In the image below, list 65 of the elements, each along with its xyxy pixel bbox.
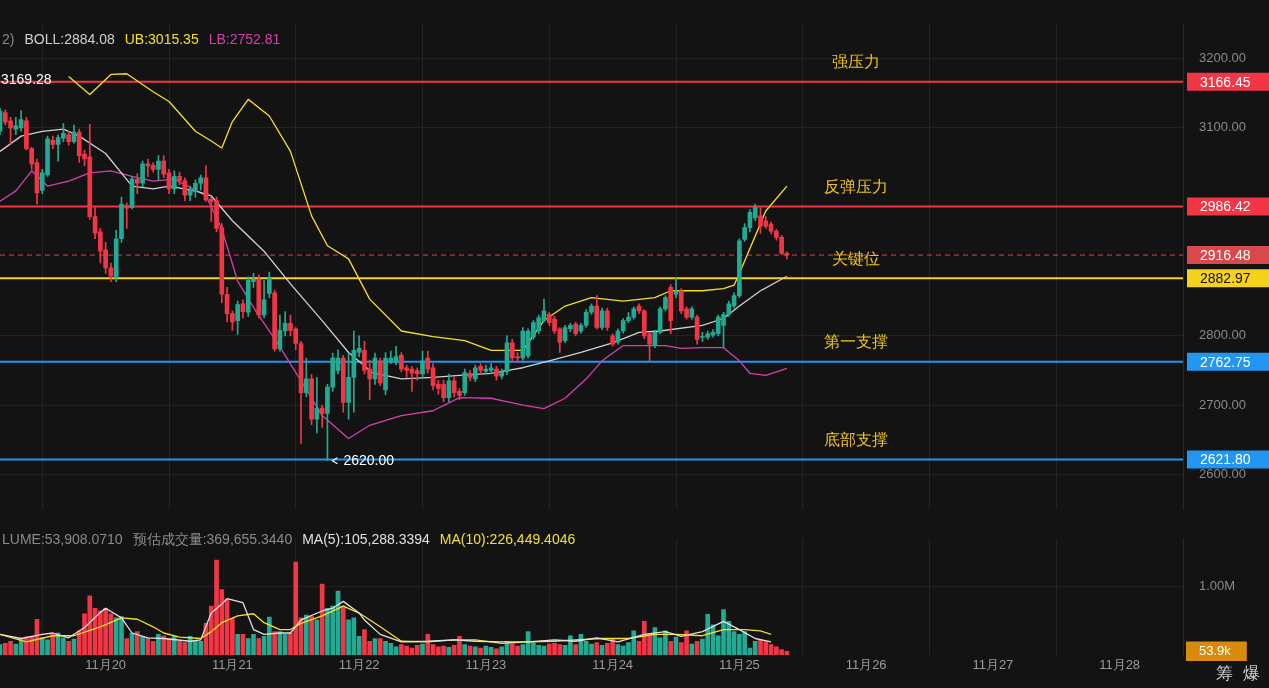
x-tick-label: 11月28 — [1099, 657, 1141, 673]
y-tick-label: 3200.00 — [1199, 50, 1246, 66]
x-tick-label: 11月26 — [845, 657, 887, 673]
x-tick-label: 11月21 — [211, 657, 253, 673]
bar — [282, 634, 288, 655]
bar — [235, 634, 240, 655]
x-tick-label: 11月24 — [592, 657, 634, 673]
bar — [134, 631, 140, 655]
text: 爆 — [1243, 663, 1260, 683]
bar — [156, 634, 161, 655]
bar — [303, 614, 309, 655]
y-tick-label: 1.00M — [1199, 577, 1236, 593]
ref-line-label: 2882.97 — [1200, 270, 1251, 287]
ref-line-label: 3166.45 — [1200, 73, 1251, 90]
bar — [752, 640, 758, 655]
text: MA(5):105,288.3394 — [302, 530, 431, 547]
bar — [499, 646, 505, 655]
chart-subtitle: 预估成交量:369,655.3440 — [132, 530, 293, 547]
bar — [340, 605, 346, 655]
text: BOLL:2884.08 — [24, 30, 115, 47]
x-tick-label: 11月20 — [85, 657, 127, 673]
chart-title: LUME:53,908.0710 — [2, 530, 123, 547]
x-tick-label: 11月23 — [465, 657, 507, 673]
y-tick-label: 2800.00 — [1199, 327, 1246, 343]
bar — [478, 647, 483, 655]
bar — [256, 638, 262, 655]
bar — [377, 638, 383, 655]
annotation: 反弹压力 — [823, 177, 888, 195]
y-tick-label: 3100.00 — [1199, 119, 1246, 135]
bar — [140, 636, 145, 655]
bar — [420, 643, 425, 655]
x-tick-label: 11月27 — [972, 657, 1014, 673]
bar — [124, 638, 130, 655]
bar — [573, 644, 578, 655]
bar — [425, 634, 431, 655]
y-tick-label: 2600.00 — [1199, 466, 1246, 482]
bar — [472, 646, 478, 655]
bar — [171, 636, 177, 655]
bar — [594, 642, 600, 655]
y-tick-label: 53.9k — [1199, 642, 1232, 658]
bar — [66, 640, 71, 655]
ref-line-label: 2762.75 — [1200, 353, 1251, 370]
ref-line-label: 2986.42 — [1200, 198, 1251, 215]
bar — [414, 645, 420, 655]
annotation: 关键位 — [831, 249, 880, 267]
series-label: UB:3015.35 — [124, 30, 199, 47]
bar — [309, 616, 314, 655]
text: LB:2752.81 — [208, 30, 281, 47]
text: 筹 — [1216, 663, 1233, 683]
annotation: 强压力 — [831, 53, 880, 71]
x-tick-label: 11月22 — [338, 657, 380, 673]
bar — [272, 631, 277, 655]
x-tick-label: 11月25 — [718, 657, 760, 673]
ref-line-label: 2916.48 — [1200, 246, 1251, 263]
ref-line-label: 2621.80 — [1200, 451, 1251, 468]
annotation: 2) — [2, 30, 15, 47]
y-tick-label: 2700.00 — [1199, 396, 1246, 412]
text: MA(10):226,449.4046 — [439, 530, 576, 547]
annotation: 底部支撑 — [823, 430, 888, 448]
bar — [494, 648, 499, 655]
bar — [50, 634, 56, 655]
bar — [462, 644, 468, 655]
bar — [161, 635, 167, 655]
bar — [668, 640, 674, 655]
annotation: 第一支撑 — [823, 333, 888, 351]
